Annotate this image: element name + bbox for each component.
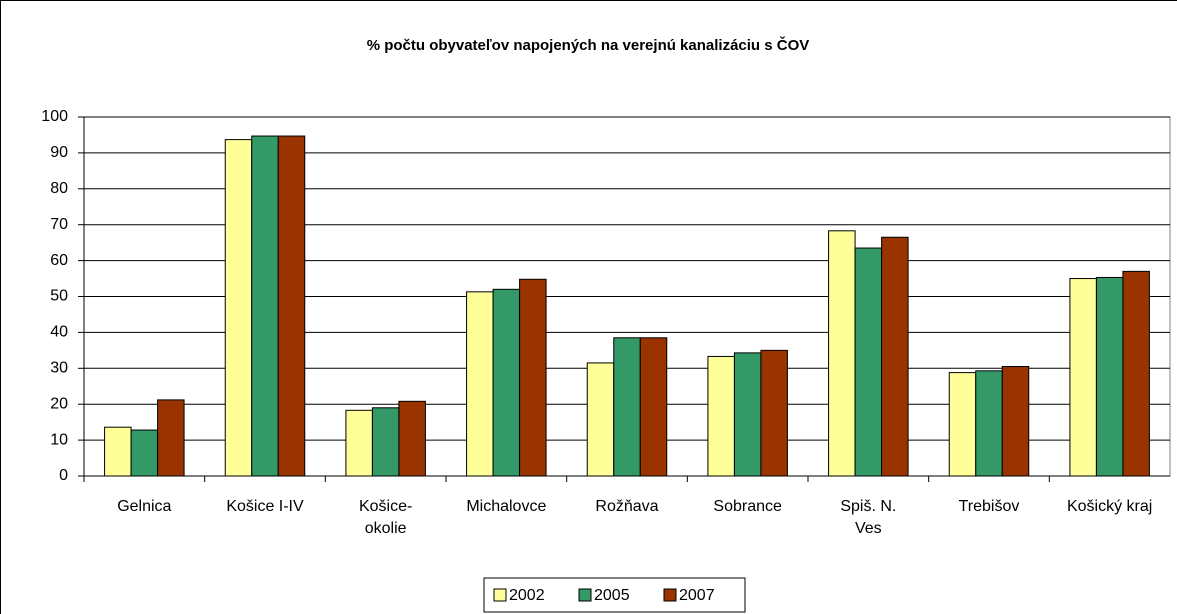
bar — [1122, 270, 1150, 477]
y-tick-label: 10 — [50, 431, 68, 448]
bar — [613, 337, 641, 477]
bar — [104, 426, 132, 477]
bar — [492, 288, 521, 477]
y-tick-label: 80 — [50, 180, 68, 197]
y-tick-label: 70 — [50, 216, 68, 233]
chart-title: % počtu obyvateľov napojených na verejnú… — [367, 36, 810, 54]
y-tick-label: 100 — [41, 108, 68, 125]
legend-swatch — [493, 588, 507, 602]
bar — [398, 400, 426, 477]
bar — [466, 291, 494, 477]
y-tick-label: 30 — [50, 360, 68, 377]
bar — [1069, 278, 1097, 477]
legend-box — [483, 577, 746, 613]
bar — [881, 236, 909, 477]
x-tick-label: Sobrance — [713, 498, 782, 515]
bar — [1095, 276, 1124, 477]
bar — [586, 362, 615, 477]
bar — [371, 407, 400, 477]
bar — [224, 139, 253, 477]
x-tick-label: Košice I-IV — [226, 498, 304, 515]
legend-label: 2007 — [679, 587, 715, 604]
bar — [639, 337, 668, 477]
bar — [277, 135, 306, 477]
bar — [707, 355, 735, 477]
bar — [345, 409, 373, 477]
legend-swatch — [578, 588, 592, 602]
y-tick-label: 40 — [50, 324, 68, 341]
y-tick-label: 60 — [50, 252, 68, 269]
bar — [251, 135, 279, 477]
bar — [157, 399, 185, 477]
bar — [854, 247, 883, 477]
bar — [130, 429, 159, 477]
y-tick-label: 90 — [50, 144, 68, 161]
bar — [1001, 366, 1030, 477]
x-tick-label: Rožňava — [595, 498, 659, 515]
bar — [975, 370, 1003, 477]
x-tick-label: Košice- okolie — [358, 498, 413, 537]
x-tick-label: Gelnica — [117, 498, 172, 515]
x-tick-label: Michalovce — [466, 498, 547, 515]
x-tick-label: Spiš. N. Ves — [840, 498, 897, 537]
bar — [828, 230, 856, 477]
y-tick-label: 20 — [50, 395, 68, 412]
bar — [948, 372, 977, 477]
y-tick-label: 50 — [50, 288, 68, 305]
y-tick-label: 0 — [59, 467, 68, 484]
x-tick-label: Trebišov — [958, 498, 1020, 515]
legend-swatch — [663, 588, 677, 602]
bar — [760, 349, 788, 477]
x-tick-label: Košický kraj — [1066, 498, 1153, 515]
bar — [733, 352, 762, 477]
legend-label: 2002 — [509, 587, 545, 604]
legend-label: 2005 — [594, 587, 630, 604]
bar — [519, 278, 547, 477]
